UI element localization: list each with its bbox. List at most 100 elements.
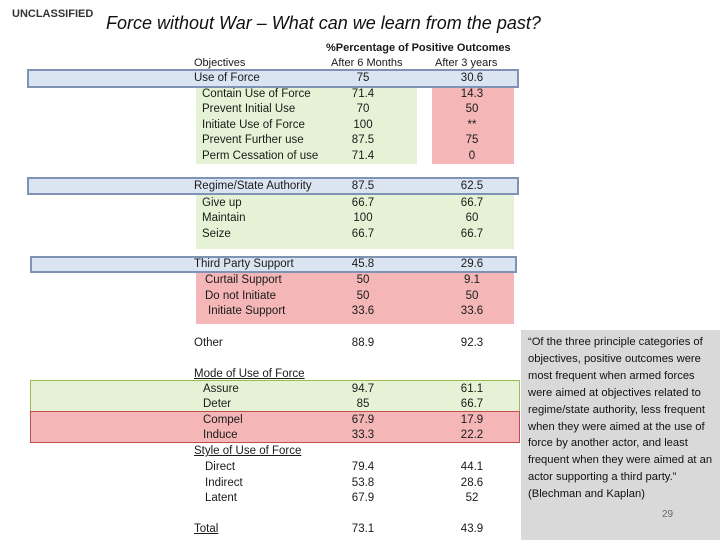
use-of-force-6m-shading xyxy=(196,86,417,164)
table-row: Use of Force 75 30.6 xyxy=(0,70,720,86)
row-label: Third Party Support xyxy=(194,258,294,270)
value-3-years: 30.6 xyxy=(460,72,484,84)
row-label: Other xyxy=(194,337,223,349)
regime-band xyxy=(27,177,519,195)
table-row: Maintain 100 60 xyxy=(0,210,720,226)
table-row: Initiate Support 33.6 33.6 xyxy=(0,303,720,319)
table-row: Contain Use of Force 71.4 14.3 xyxy=(0,86,720,102)
value-3-years: 60 xyxy=(465,212,479,224)
quote-box: “Of the three principle categories of ob… xyxy=(521,330,720,540)
table-row: Deter 85 66.7 xyxy=(0,396,720,412)
row-label: Prevent Initial Use xyxy=(202,103,296,115)
value-3-years: 9.1 xyxy=(464,274,480,286)
value-6-months: 66.7 xyxy=(351,197,375,209)
value-3-years: 22.2 xyxy=(460,429,484,441)
value-6-months: 87.5 xyxy=(351,180,375,192)
value-3-years: 44.1 xyxy=(460,461,484,473)
value-3-years: 29.6 xyxy=(460,258,484,270)
quote-text: “Of the three principle categories of ob… xyxy=(528,336,713,484)
table-row: Do not Initiate 50 50 xyxy=(0,288,720,304)
table-row: Other 88.9 92.3 xyxy=(0,335,720,351)
value-6-months: 87.5 xyxy=(351,134,375,146)
value-6-months: 67.9 xyxy=(351,414,375,426)
table-row: Initiate Use of Force 100 ** xyxy=(0,117,720,133)
value-6-months: 100 xyxy=(353,212,373,224)
table-row: Give up 66.7 66.7 xyxy=(0,195,720,211)
value-3-years: 62.5 xyxy=(460,180,484,192)
value-6-months: 71.4 xyxy=(351,150,375,162)
value-3-years: ** xyxy=(467,119,477,131)
value-3-years: 28.6 xyxy=(460,477,484,489)
value-6-months: 45.8 xyxy=(351,258,375,270)
value-6-months: 88.9 xyxy=(351,337,375,349)
row-label: Seize xyxy=(202,228,231,240)
row-label: Initiate Use of Force xyxy=(202,119,305,131)
value-6-months: 67.9 xyxy=(351,492,375,504)
third-party-band xyxy=(30,256,517,273)
table-row: Compel 67.9 17.9 xyxy=(0,412,720,428)
value-3-years: 14.3 xyxy=(460,88,484,100)
col-3-years-header: After 3 years xyxy=(435,57,498,69)
row-label: Latent xyxy=(205,492,237,504)
row-label: Prevent Further use xyxy=(202,134,304,146)
value-3-years: 92.3 xyxy=(460,337,484,349)
value-3-years: 75 xyxy=(465,134,479,146)
value-3-years: 50 xyxy=(465,290,479,302)
table-row: Curtail Support 50 9.1 xyxy=(0,272,720,288)
value-3-years: 61.1 xyxy=(460,383,484,395)
value-6-months: 33.6 xyxy=(351,305,375,317)
row-label: Do not Initiate xyxy=(205,290,276,302)
section-heading: Mode of Use of Force xyxy=(0,366,720,382)
table-row: Third Party Support 45.8 29.6 xyxy=(0,256,720,272)
row-label: Indirect xyxy=(205,477,243,489)
value-6-months: 79.4 xyxy=(351,461,375,473)
table-row: Indirect 53.8 28.6 xyxy=(0,475,720,491)
value-3-years: 66.7 xyxy=(460,398,484,410)
use-of-force-band xyxy=(27,69,519,88)
table-row: Prevent Initial Use 70 50 xyxy=(0,101,720,117)
col-objectives-header: Objectives xyxy=(194,57,246,69)
row-label: Maintain xyxy=(202,212,246,224)
row-label: Total xyxy=(194,523,219,535)
row-label: Perm Cessation of use xyxy=(202,150,319,162)
value-6-months: 50 xyxy=(356,274,370,286)
table-row: Regime/State Authority 87.5 62.5 xyxy=(0,178,720,194)
classification-marking: UNCLASSIFIED xyxy=(12,8,94,20)
group-header: %Percentage of Positive Outcomes xyxy=(326,42,511,54)
mode-of-use-heading: Mode of Use of Force xyxy=(194,368,305,380)
row-label: Give up xyxy=(202,197,242,209)
row-label: Contain Use of Force xyxy=(202,88,311,100)
row-label: Curtail Support xyxy=(205,274,282,286)
value-3-years: 0 xyxy=(468,150,476,162)
row-label: Initiate Support xyxy=(208,305,286,317)
value-6-months: 73.1 xyxy=(351,523,375,535)
value-3-years: 52 xyxy=(465,492,479,504)
value-3-years: 50 xyxy=(465,103,479,115)
use-of-force-3y-shading xyxy=(432,86,514,164)
quote-attribution: (Blechman and Kaplan) xyxy=(528,488,645,501)
table-row: Total 73.1 43.9 xyxy=(0,521,720,537)
value-6-months: 75 xyxy=(356,72,370,84)
row-label: Assure xyxy=(203,383,239,395)
value-6-months: 50 xyxy=(356,290,370,302)
row-label: Use of Force xyxy=(194,72,260,84)
row-label: Induce xyxy=(203,429,238,441)
table-row: Prevent Further use 87.5 75 xyxy=(0,132,720,148)
compel-induce-band xyxy=(30,411,520,443)
row-label: Compel xyxy=(203,414,243,426)
value-6-months: 94.7 xyxy=(351,383,375,395)
value-3-years: 33.6 xyxy=(460,305,484,317)
value-6-months: 70 xyxy=(356,103,370,115)
value-6-months: 85 xyxy=(356,398,370,410)
row-label: Deter xyxy=(203,398,232,410)
slide-title: Force without War – What can we learn fr… xyxy=(106,13,541,33)
table-row: Perm Cessation of use 71.4 0 xyxy=(0,148,720,164)
row-label: Direct xyxy=(205,461,236,473)
value-3-years: 17.9 xyxy=(460,414,484,426)
section-heading: Style of Use of Force xyxy=(0,443,720,459)
table-row: Induce 33.3 22.2 xyxy=(0,427,720,443)
value-6-months: 100 xyxy=(353,119,373,131)
regime-shading xyxy=(196,194,514,249)
col-6-months-header: After 6 Months xyxy=(331,57,403,69)
value-6-months: 53.8 xyxy=(351,477,375,489)
